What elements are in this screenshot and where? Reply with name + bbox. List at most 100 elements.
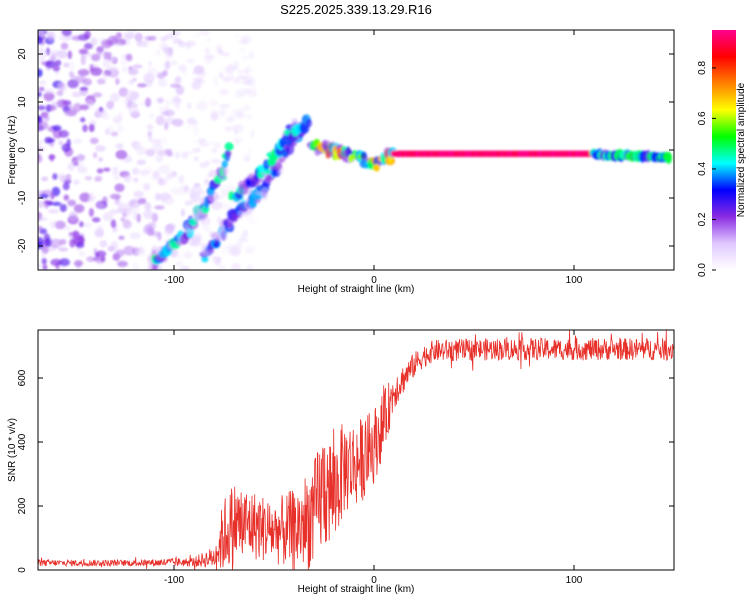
spectrogram-cell [123,245,135,256]
spectrogram-cell [229,64,235,74]
spectrogram-cell [178,41,188,48]
spectrogram-cell [97,225,104,236]
spectrogram-cell [170,83,181,88]
spectrogram-cell [166,223,176,231]
spectrogram-cell [186,102,192,110]
spectrogram-cell [163,61,171,69]
spectrogram-cell [132,204,140,215]
spectrogram-cell [43,200,54,205]
spectrogram-cell [246,264,254,270]
spectrogram-cell [157,150,170,156]
spectrogram-cell [101,39,113,49]
spectrogram-cell [224,126,232,132]
spectrogram-cell [129,200,137,205]
snr-y-tick-label: 600 [17,369,28,386]
spectrogram-cell [148,113,155,119]
spectrogram-cell [41,250,47,258]
spectrogram-cell [196,79,206,84]
spectrogram-cell [98,106,104,112]
spectrogram-cell [151,138,162,145]
spectrogram-x-tick-label: -100 [164,275,184,286]
spectrogram-cell [128,106,140,117]
spectrogram-cell [186,58,195,64]
spectrogram-cell [38,47,45,53]
spectrogram-cell [115,149,128,160]
spectrogram-cell [211,158,221,164]
spectrogram-cell [43,115,50,122]
spectrogram-cell [237,69,244,75]
snr-y-tick-label: 200 [17,497,28,514]
spectrogram-cell [106,100,115,110]
spectrogram-cell [132,262,140,270]
spectrogram-cell [204,222,209,231]
spectrogram-cell [110,209,117,215]
spectrogram-cell [159,136,168,147]
snr-x-tick-label: 0 [371,575,377,586]
spectrogram-cell [44,238,53,247]
spectrogram-cell [226,117,235,123]
spectrogram-x-tick-label: 0 [371,275,377,286]
spectrogram-cell [238,47,247,53]
spectrogram-cell [125,53,133,62]
spectrogram-cell [250,84,257,90]
spectrogram-cell [77,69,90,77]
snr-y-ticks: 0 200 400 600 [17,369,674,573]
colorbar-ticks: 0.0 0.2 0.4 0.6 0.8 [697,61,716,277]
spectrogram-cell [180,182,185,193]
spectrogram-cell [233,127,239,136]
spectrogram-cell [210,110,217,119]
spectrogram-cell [230,262,241,270]
spectrogram-cell [112,42,122,47]
spectrogram-cell [92,92,103,98]
spectrogram-cell [50,258,62,266]
spectrogram-cell [145,97,152,108]
spectrogram-cell [260,187,269,196]
spectrogram-cell [198,141,209,148]
snr-x-axis-label: Height of straight line (km) [298,584,415,595]
spectrogram-cell [122,66,127,73]
spectrogram-cell [136,248,146,257]
spectrogram-cell [143,72,155,83]
spectrogram-cell [88,197,94,203]
spectrogram-cell [154,205,165,210]
spectrogram-cell [244,114,253,120]
spectrogram-cell [57,82,65,90]
spectrogram-cell [240,88,253,95]
spectrogram-cell [38,36,43,45]
spectrogram-y-tick-label: -20 [17,238,28,253]
colorbar-tick-label: 0.8 [697,61,708,75]
spectrogram-cell [207,173,213,178]
spectrogram-cell [142,183,151,191]
spectrogram-cell [190,185,203,195]
spectrogram-cell [125,90,136,100]
spectrogram-cell [222,188,229,197]
spectrogram-heat-layer [38,30,673,270]
spectrogram-cell [79,192,91,203]
spectrogram-cell [219,49,224,55]
spectrogram-cell [95,250,107,258]
spectrogram-cell [217,216,222,225]
spectrogram-cell [67,199,77,207]
spectrogram-cell [132,77,137,82]
spectrogram-cell [137,83,147,88]
spectrogram-cell [193,120,198,127]
spectrogram-cell [238,39,248,45]
spectrogram-cell [96,46,104,53]
spectrogram-cell [103,167,111,172]
spectrogram-cell [230,246,241,257]
spectrogram-cell [45,47,51,56]
spectrogram-cell [74,161,79,167]
spectrogram-cell [43,91,55,102]
spectrogram-cell [180,265,190,270]
colorbar-label: Normalized spectral amplitude [736,82,747,217]
spectrogram-cell [106,125,115,133]
spectrogram-cell [102,59,111,69]
spectrogram-cell [39,30,45,38]
spectrogram-cell [128,102,138,108]
spectrogram-cell [62,182,70,191]
spectrogram-cell [236,75,248,80]
spectrogram-cell [103,51,109,60]
spectrogram-cell [80,117,86,123]
spectrogram-cell [247,148,253,155]
spectrogram-cell [203,57,213,65]
